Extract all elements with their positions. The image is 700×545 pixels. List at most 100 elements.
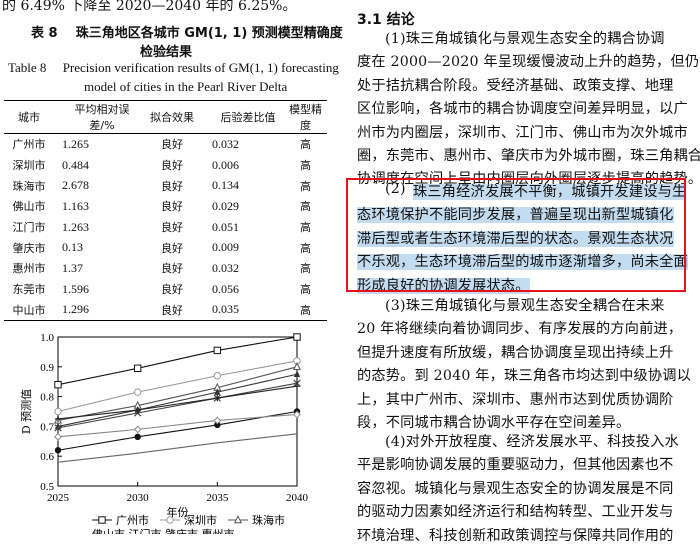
table-row: 肇庆市 0.13 良好 0.009 高 bbox=[4, 237, 327, 258]
cell-city: 深圳市 bbox=[12, 159, 46, 173]
y-axis-label: D 预测值 bbox=[20, 389, 33, 434]
cell-error: 1.596 bbox=[62, 281, 89, 296]
cell-ratio: 0.006 bbox=[212, 157, 239, 172]
text-line: (4)对外开放程度、经济发展水平、科技投入水 bbox=[385, 434, 680, 450]
series-line bbox=[57, 373, 298, 427]
table-label-en: Table 8 bbox=[8, 60, 47, 75]
red-highlight-box bbox=[346, 178, 686, 292]
data-point bbox=[213, 346, 222, 355]
highlighted-text: 形成良好的协调发展状态。 bbox=[357, 277, 530, 294]
cell-ratio: 0.009 bbox=[212, 240, 239, 255]
data-point bbox=[54, 432, 62, 441]
text-line: 环境治理、科技创新和政策调控与保障共同作用的 bbox=[357, 527, 674, 544]
data-point bbox=[214, 421, 221, 429]
x-axis-label: 年份 bbox=[167, 505, 189, 519]
table-title: 珠三角地区各城市 GM(1, 1) 预测模型精确度 bbox=[75, 26, 343, 41]
data-point bbox=[134, 433, 141, 441]
data-point bbox=[133, 425, 142, 434]
series-line bbox=[57, 366, 298, 421]
cell-fit: 良好 bbox=[161, 241, 183, 255]
text-line: 平是影响协调发展的重要驱动力，但其他因素也不 bbox=[357, 457, 674, 474]
table-caption-en-line2: model of cities in the Pearl River Delta bbox=[84, 79, 288, 94]
cell-precision: 高 bbox=[300, 241, 311, 255]
cell-error: 0.13 bbox=[62, 240, 83, 255]
cell-ratio: 0.032 bbox=[212, 260, 239, 275]
paragraph-2-prefix: (2) bbox=[385, 181, 406, 197]
text-line: 段，不同城市耦合协调水平存在空间差异。 bbox=[357, 415, 631, 431]
data-point bbox=[213, 416, 222, 425]
data-point bbox=[293, 410, 301, 419]
data-point bbox=[133, 364, 142, 372]
x-tick-label: 2025 bbox=[47, 492, 70, 504]
text-line: (3)珠三角城镇化与景观生态安全耦合在未来 bbox=[385, 298, 665, 314]
cell-error: 0.484 bbox=[62, 157, 89, 172]
cell-precision: 高 bbox=[300, 159, 311, 173]
forecast-line-chart: 0.5 0.6 0.7 0.8 0.9 1.0 2025 2030 2035 2040 年份 D 预测… bbox=[20, 332, 309, 534]
x-tick-label: 2030 bbox=[127, 492, 150, 504]
highlighted-text: 不乐观，生态环境滞后型的城市逐渐增多，尚未全面 bbox=[357, 254, 688, 271]
table-row: 惠州市 1.37 良好 0.032 高 bbox=[4, 258, 327, 279]
table-label: 表 8 bbox=[31, 26, 58, 41]
table-row: 珠海市 2.678 良好 0.134 高 bbox=[4, 175, 327, 196]
data-point bbox=[133, 388, 142, 396]
data-point bbox=[293, 333, 301, 341]
cell-city: 珠海市 bbox=[12, 179, 46, 193]
legend-cut-row: 佛山市 江门市 肇庆市 惠州市 bbox=[92, 527, 235, 534]
cell-precision: 高 bbox=[300, 179, 311, 193]
cell-precision: 高 bbox=[300, 138, 311, 152]
cell-error: 1.263 bbox=[62, 219, 89, 234]
cell-error: 1.37 bbox=[62, 260, 83, 275]
data-point bbox=[54, 380, 62, 389]
cell-city: 肇庆市 bbox=[12, 241, 46, 255]
table-caption-en: Table 8 Precision verification results o… bbox=[8, 60, 339, 76]
data-point bbox=[166, 516, 174, 524]
data-point bbox=[292, 361, 302, 370]
text-line: (1)珠三角城镇化与景观生态安全的耦合协调 bbox=[385, 31, 665, 47]
table-row: 东莞市 1.596 良好 0.056 高 bbox=[4, 279, 327, 300]
cell-ratio: 0.134 bbox=[212, 178, 239, 193]
cell-error: 2.678 bbox=[62, 178, 89, 193]
text-line: 但提升速度有所放缓，耦合协调度呈现出持续上升 bbox=[357, 344, 674, 361]
cell-error: 1.296 bbox=[54, 299, 142, 322]
highlighted-text: 态环境保护不能同步发展，普遍呈现出新型城镇化 bbox=[357, 207, 674, 224]
cell-fit: 良好 bbox=[161, 179, 183, 193]
header-ratio: 后验差比值 bbox=[202, 100, 284, 134]
top-line: 的 6.49% 下降至 2020—2040 年的 6.25%。 bbox=[2, 0, 297, 14]
series-line bbox=[57, 410, 298, 451]
text-line: 20 年将继续向着协调同步、有序发展的方向前进， bbox=[357, 321, 683, 338]
text-line: 的驱动力因素如经济运行和结构转型、工业开发与 bbox=[357, 504, 674, 521]
series-line bbox=[57, 336, 298, 386]
y-tick-label: 0.7 bbox=[40, 421, 54, 433]
cell-city: 东莞市 bbox=[12, 283, 46, 297]
table-header-row: 城市 平均相对误差/% 拟合效果 后验差比值 模型精度 bbox=[4, 100, 327, 134]
text-line: 容忽视。城镇化与景观生态安全的协调发展是不同 bbox=[357, 480, 674, 497]
text-line: 滞后型或者生态环境滞后型的状态。景观生态状况 bbox=[357, 228, 674, 248]
text-line: 不乐观，生态环境滞后型的城市逐渐增多，尚未全面 bbox=[357, 251, 688, 271]
cell-city: 佛山市 bbox=[12, 200, 46, 214]
cell-city: 江门市 bbox=[12, 221, 46, 235]
cell-fit: 良好 bbox=[142, 299, 202, 322]
header-city: 城市 bbox=[4, 100, 54, 134]
data-point bbox=[233, 515, 243, 524]
text-line: 处于拮抗耦合阶段。受经济基础、政策支撑、地理 bbox=[357, 77, 674, 94]
header-fit: 拟合效果 bbox=[142, 100, 202, 134]
text-line: 珠三角经济发展不平衡，城镇开发建设与生 bbox=[413, 181, 687, 201]
table-caption-zh: 表 8 珠三角地区各城市 GM(1, 1) 预测模型精确度 bbox=[31, 22, 343, 41]
header-error: 平均相对误差/% bbox=[54, 100, 142, 134]
x-tick-label: 2035 bbox=[206, 492, 229, 504]
cell-ratio: 0.056 bbox=[212, 281, 239, 296]
legend-label: 深圳市 bbox=[184, 513, 217, 527]
series-line bbox=[57, 385, 298, 420]
x-tick-label: 2040 bbox=[286, 492, 309, 504]
cell-city: 惠州市 bbox=[12, 262, 46, 276]
cell-ratio: 0.032 bbox=[212, 136, 239, 151]
legend-label: 广州市 bbox=[116, 513, 149, 527]
table-row: 中山市 1.296 良好 0.035 高 bbox=[4, 299, 327, 322]
table-title-en: Precision verification results of GM(1, … bbox=[62, 60, 339, 75]
data-point bbox=[54, 415, 62, 423]
text-line: 上，其中广州市、深圳市、惠州市达到优质协调阶 bbox=[357, 391, 674, 408]
cell-fit: 良好 bbox=[161, 262, 183, 276]
cell-precision: 高 bbox=[300, 283, 311, 297]
data-point bbox=[214, 388, 221, 395]
data-point bbox=[293, 370, 301, 377]
